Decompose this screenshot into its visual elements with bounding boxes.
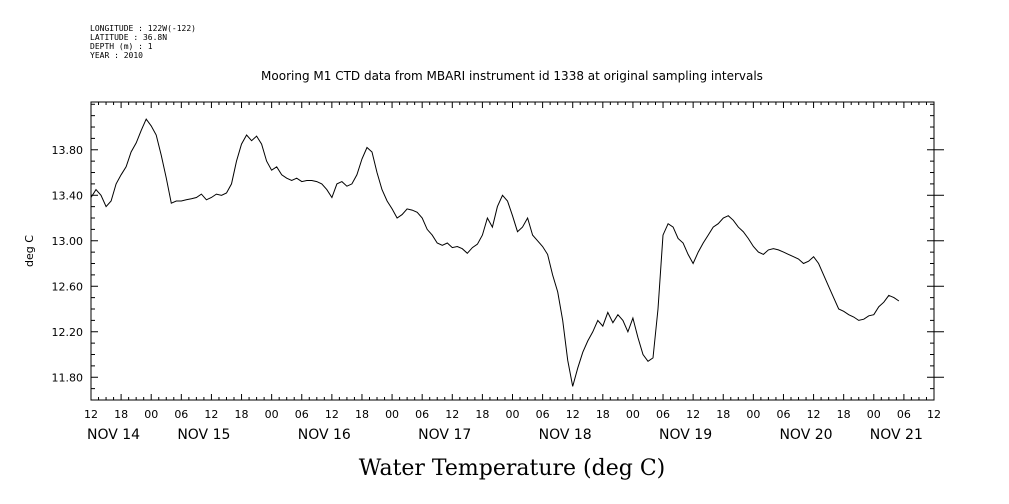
- series-line: [90, 118, 900, 387]
- x-hour-tick-label: 18: [596, 408, 610, 421]
- plot-frame: [90, 101, 935, 401]
- x-hour-tick-label: 06: [295, 408, 309, 421]
- x-hour-tick-label: 12: [686, 408, 700, 421]
- x-hour-tick-label: 00: [144, 408, 158, 421]
- y-axis-labels: 11.80 12.20 12.60 13.00 13.40 13.80: [52, 144, 84, 384]
- x-day-label: NOV 19: [659, 427, 712, 443]
- y-tick-label: 13.80: [52, 144, 84, 157]
- x-hour-tick-label: 00: [265, 408, 279, 421]
- x-hour-tick-label: 18: [716, 408, 730, 421]
- x-hour-tick-label: 12: [84, 408, 98, 421]
- x-hour-tick-label: 12: [445, 408, 459, 421]
- meta-year: YEAR : 2010: [90, 51, 143, 60]
- metadata-block: LONGITUDE : 122W(-122) LATITUDE : 36.8N …: [90, 24, 196, 60]
- x-hour-tick-label: 18: [235, 408, 249, 421]
- y-tick-label: 12.60: [52, 280, 84, 293]
- x-hour-tick-label: 00: [746, 408, 760, 421]
- x-day-label: NOV 15: [177, 427, 230, 443]
- y-tick-label: 13.40: [52, 189, 84, 202]
- x-day-label: NOV 18: [539, 427, 592, 443]
- meta-depth: DEPTH (m) : 1: [90, 42, 153, 51]
- x-hour-tick-label: 00: [867, 408, 881, 421]
- meta-latitude: LATITUDE : 36.8N: [90, 33, 167, 42]
- x-day-label: NOV 17: [418, 427, 471, 443]
- x-hour-tick-label: 06: [536, 408, 550, 421]
- x-hour-tick-label: 18: [114, 408, 128, 421]
- x-hour-tick-label: 06: [897, 408, 911, 421]
- y-tick-label: 11.80: [52, 371, 84, 384]
- x-hour-tick-label: 18: [355, 408, 369, 421]
- meta-longitude: LONGITUDE : 122W(-122): [90, 24, 196, 33]
- x-hour-tick-label: 12: [807, 408, 821, 421]
- x-day-label: NOV 16: [298, 427, 351, 443]
- y-axis-title: deg C: [23, 235, 36, 267]
- y-tick-label: 13.00: [52, 235, 84, 248]
- x-hour-tick-label: 18: [475, 408, 489, 421]
- x-axis-ticks: [90, 102, 935, 400]
- x-hour-tick-label: 00: [385, 408, 399, 421]
- x-hour-tick-label: 12: [566, 408, 580, 421]
- x-hour-tick-label: 12: [325, 408, 339, 421]
- x-hour-tick-label: 06: [656, 408, 670, 421]
- chart-title: Mooring M1 CTD data from MBARI instrumen…: [261, 69, 763, 83]
- x-hour-tick-label: 00: [626, 408, 640, 421]
- x-day-label: NOV 20: [779, 427, 832, 443]
- x-hour-tick-label: 06: [415, 408, 429, 421]
- x-hour-tick-label: 00: [506, 408, 520, 421]
- x-hour-tick-label: 12: [927, 408, 941, 421]
- x-hour-tick-label: 12: [204, 408, 218, 421]
- x-axis-title: Water Temperature (deg C): [359, 456, 666, 481]
- x-axis-labels: 12 18 00 06 12 18 00 06 12 18 00 06 12 18 00 06 12 18 00 06…: [84, 408, 941, 443]
- x-day-label: NOV 14: [87, 427, 140, 443]
- x-hour-tick-label: 06: [174, 408, 188, 421]
- x-hour-tick-label: 06: [776, 408, 790, 421]
- y-tick-label: 12.20: [52, 326, 84, 339]
- y-axis-ticks: [91, 103, 944, 401]
- x-day-label: NOV 21: [870, 427, 923, 443]
- x-hour-tick-label: 18: [837, 408, 851, 421]
